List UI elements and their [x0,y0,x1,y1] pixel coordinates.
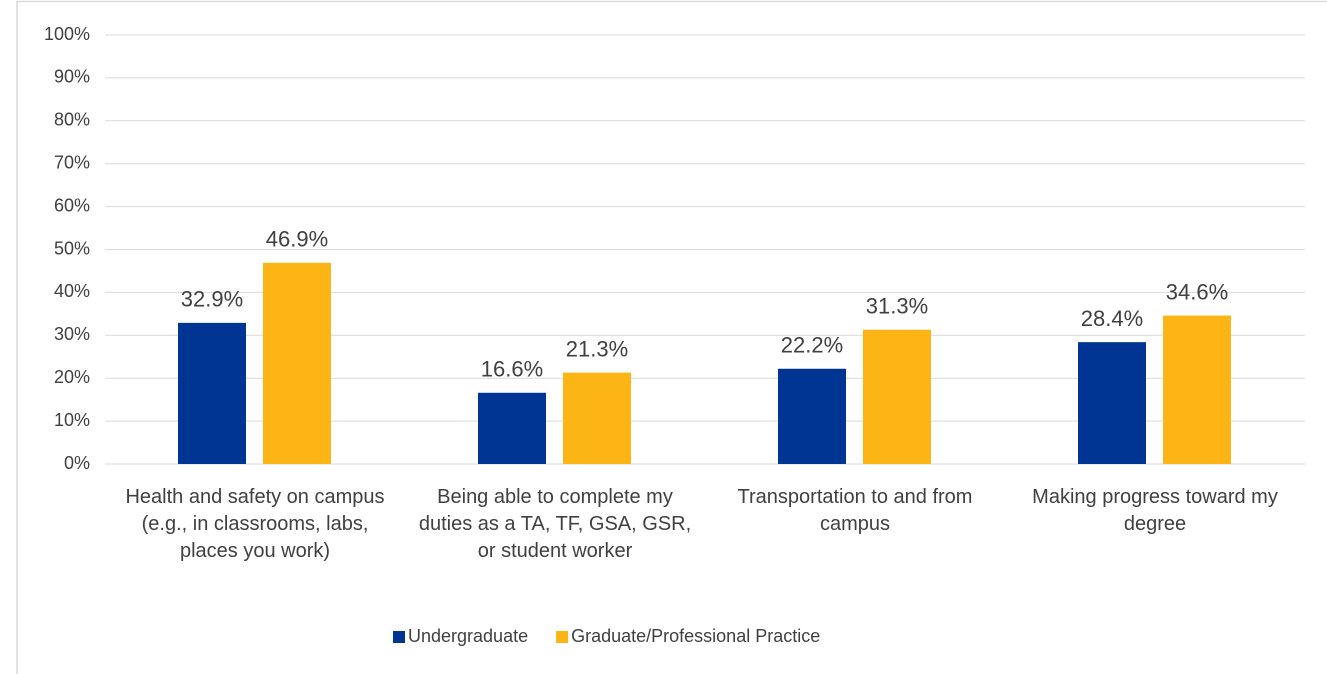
y-tick-label: 10% [54,410,90,430]
chart-frame [16,0,1327,674]
data-label: 28.4% [1081,306,1143,331]
y-tick-label: 0% [64,453,90,473]
y-tick-label: 80% [54,110,90,130]
y-tick-label: 20% [54,367,90,387]
x-tick-label: Health and safety on campus (e.g., in cl… [125,486,385,562]
data-label: 21.3% [566,336,628,361]
y-tick-label: 50% [54,238,90,258]
bar [263,262,331,464]
y-tick-label: 60% [54,195,90,215]
y-tick-label: 70% [54,152,90,172]
y-tick-label: 40% [54,281,90,301]
x-tick-label: Making progress toward my degree [1032,486,1278,535]
data-label: 16.6% [481,357,543,382]
bar [478,392,546,464]
legend-label: Undergraduate [408,626,528,646]
legend-swatch [393,631,405,643]
x-tick-label: Transportation to and from campus [737,486,973,535]
bar [563,372,631,464]
bar [178,322,246,464]
data-label: 22.2% [781,333,843,358]
x-tick-label: Being able to complete my duties as a TA… [418,486,692,562]
bar [778,368,846,464]
data-label: 31.3% [866,294,928,319]
y-tick-label: 100% [44,24,90,44]
y-tick-label: 30% [54,324,90,344]
bar [863,329,931,464]
bar [1163,315,1231,464]
data-label: 46.9% [266,227,328,252]
data-label: 34.6% [1166,279,1228,304]
bar [1078,342,1146,464]
legend-swatch [556,631,569,643]
data-label: 32.9% [181,287,243,312]
y-tick-label: 90% [54,67,90,87]
legend-label: Graduate/Professional Practice [571,626,820,646]
